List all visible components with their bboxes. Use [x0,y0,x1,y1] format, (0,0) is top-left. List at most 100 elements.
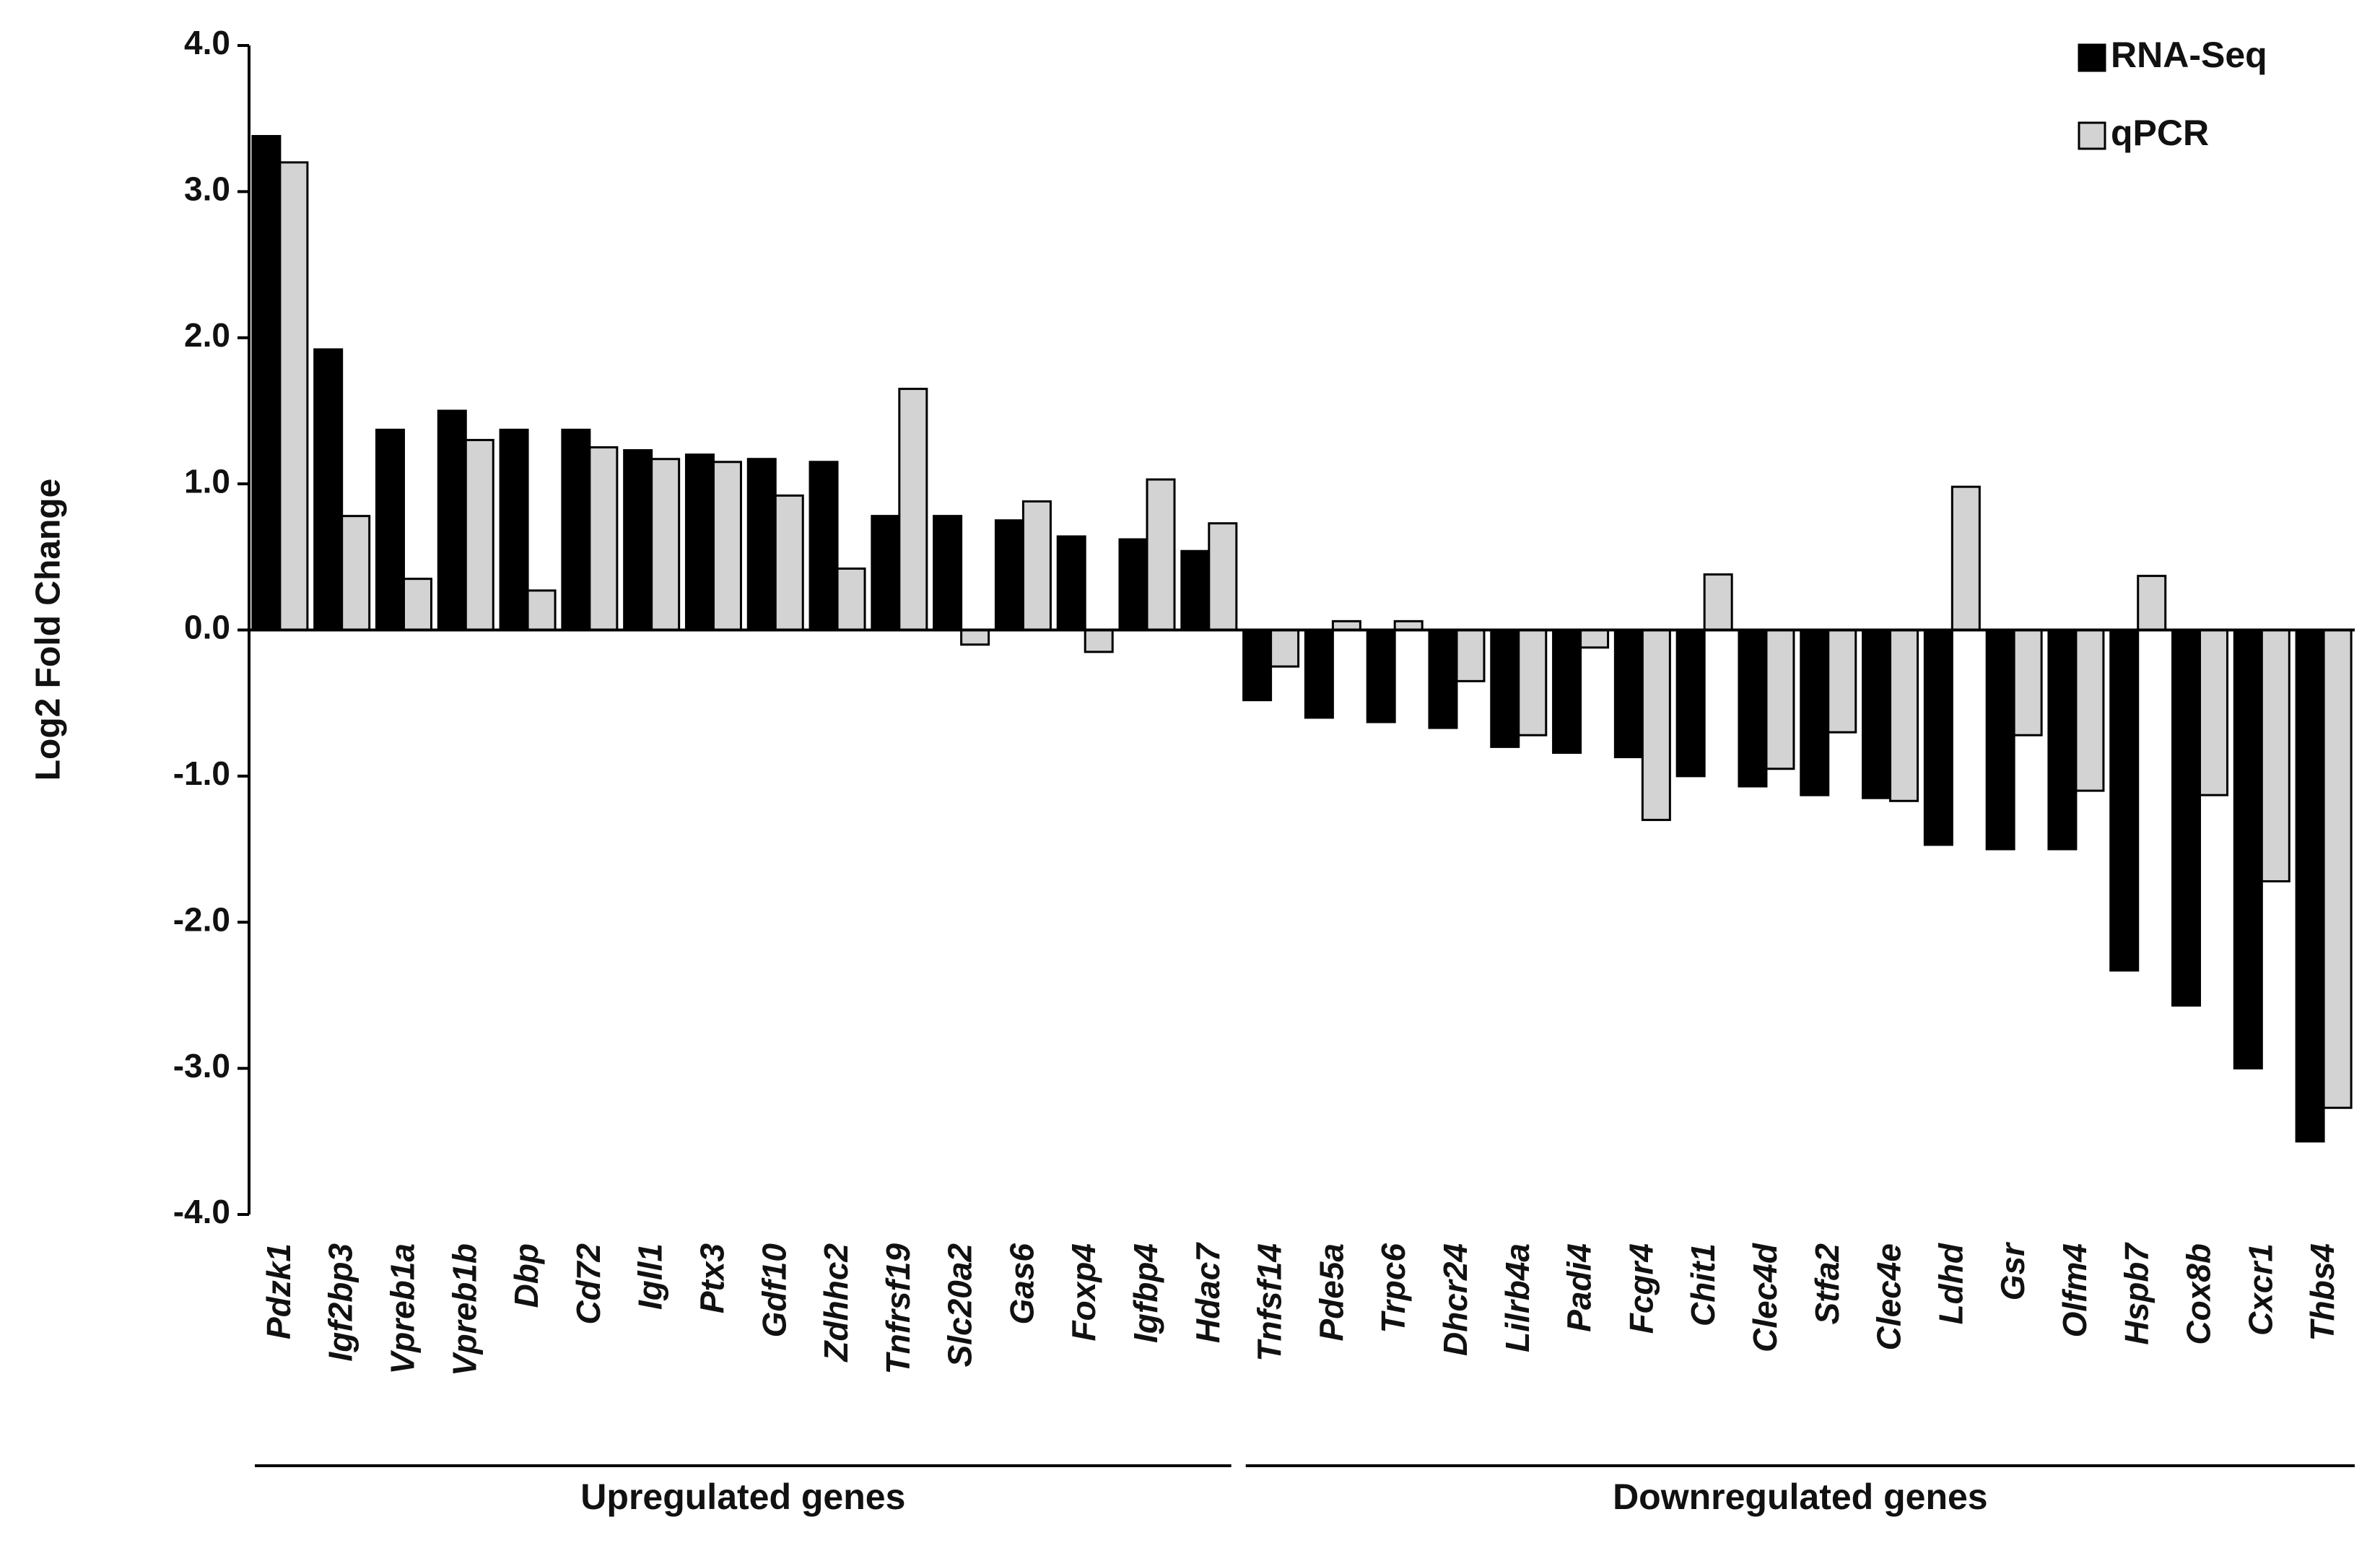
bar [2171,629,2202,1007]
legend-swatch [2078,43,2106,72]
bar [1552,629,1582,754]
x-tick-label: Clec4e [1870,1243,1908,1350]
legend-label: RNA-Seq [2111,35,2267,75]
bar [1923,629,1953,846]
x-tick-label: Slc20a2 [941,1243,979,1368]
x-tick-label: Cox8b [2180,1243,2218,1345]
bar [1118,538,1148,632]
x-tick-label: Ptx3 [693,1243,731,1314]
x-tick-label: Hspb7 [2118,1242,2155,1345]
x-tick-label: Ldhd [1932,1243,1969,1324]
bar [2047,629,2078,851]
bar [960,629,990,646]
x-tick-label: Pde5a [1312,1243,1350,1342]
x-tick-label: Igll1 [632,1243,669,1310]
y-tick-label: 2.0 [184,316,230,354]
x-tick-label: Dhcr24 [1437,1243,1474,1356]
bar [251,134,282,632]
bar [1304,629,1334,719]
x-tick-label: Cxcr1 [2241,1243,2279,1336]
legend-label: qPCR [2111,113,2209,153]
bar [2199,629,2229,796]
bar [1208,522,1238,631]
bar [402,578,432,632]
bar [1765,629,1795,770]
bar [1146,478,1176,632]
x-tick-label: Stfa2 [1808,1243,1846,1325]
bar [1950,485,1981,631]
x-tick-label: Pdzk1 [260,1243,297,1339]
bar [1084,629,1114,653]
group-label: Downregulated genes [1613,1477,1988,1517]
bar [1021,500,1052,631]
bar [561,428,591,632]
bar [2322,629,2353,1109]
x-tick-label: Clec4d [1746,1243,1784,1352]
x-tick-label: Thbs4 [2303,1243,2341,1341]
bar [1428,629,1458,729]
y-tick-label: 4.0 [184,24,230,61]
bar [1862,629,1892,799]
bar [437,409,467,631]
x-tick-label: Fcgr4 [1622,1243,1660,1334]
bar [1703,573,1733,631]
bar [1985,629,2015,851]
bar [684,453,715,632]
bar [2075,629,2105,792]
y-tick-label: 1.0 [184,462,230,500]
x-tick-label: Padi4 [1561,1243,1598,1332]
bar [871,515,901,632]
x-tick-label: Tnfrsf19 [879,1243,917,1375]
bar [1675,629,1706,778]
x-tick-label: Zdhhc2 [817,1243,855,1363]
bar [341,515,371,632]
bar [746,458,777,631]
bar [1270,629,1300,668]
x-tick-label: Foxp4 [1065,1243,1102,1341]
bar [375,428,405,632]
y-tick-label: 0.0 [184,609,230,646]
bar [2137,575,2167,632]
y-tick-label: -2.0 [173,900,230,938]
group-label: Upregulated genes [580,1477,905,1517]
bar [2233,629,2263,1070]
bar [2109,629,2140,972]
bar [1641,629,1671,822]
x-tick-label: Trpc6 [1374,1243,1412,1334]
legend-swatch [2078,121,2106,150]
y-tick-label: -1.0 [173,755,230,792]
bar [1579,629,1610,649]
bar [1242,629,1273,702]
bar [1455,629,1486,682]
x-tick-label: Olfm4 [2056,1243,2093,1337]
bar [836,568,866,631]
x-tick-label: Hdac7 [1189,1242,1226,1343]
x-tick-label: Gas6 [1003,1243,1040,1325]
bar [994,519,1024,631]
bar [2295,629,2325,1143]
x-tick-label: Vpreb1b [445,1243,483,1376]
x-tick-label: Igfbp4 [1127,1243,1164,1343]
x-tick-label: Igf2bp3 [322,1243,359,1362]
bar [1056,535,1086,631]
x-tick-label: Gsr [1994,1242,2031,1300]
bar [774,494,804,631]
bar [464,438,494,631]
bar [1827,629,1857,734]
bar [650,458,681,631]
bar [1366,629,1396,723]
bar [499,428,529,632]
x-tick-label: Chit1 [1684,1243,1722,1326]
bar [1800,629,1830,796]
bar [1738,629,1768,788]
bar [526,589,557,632]
bar [933,515,963,632]
bar [279,161,309,631]
x-tick-label: Tnfsf14 [1251,1243,1289,1362]
bar [1613,629,1644,759]
y-axis-label: Log2 Fold Change [30,479,68,781]
x-tick-label: Dbp [507,1243,545,1308]
bar [2013,629,2043,736]
bar [313,348,344,631]
